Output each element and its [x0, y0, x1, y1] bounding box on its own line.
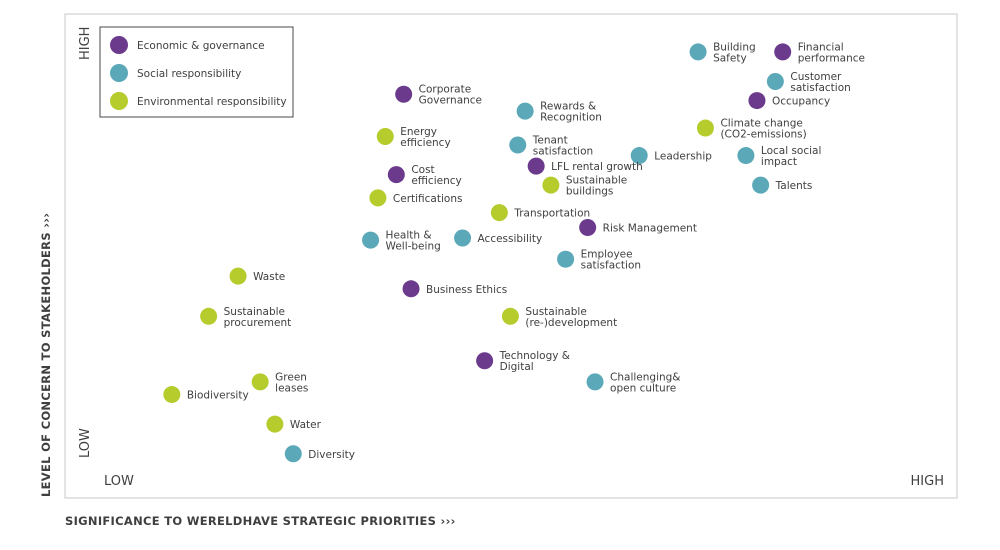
data-point-marker — [696, 119, 714, 137]
data-point-label: Accessibility — [478, 233, 543, 245]
data-point-label: Tenant satisfaction — [532, 134, 593, 157]
legend-label-econ: Economic & governance — [137, 40, 265, 52]
legend: Economic & governance Social responsibili… — [99, 26, 294, 118]
data-point-marker — [454, 229, 472, 247]
data-point-marker — [527, 157, 545, 175]
data-point-marker — [752, 176, 770, 194]
data-point-marker — [369, 189, 387, 207]
data-point-label: Local social impact — [761, 145, 822, 168]
data-point-marker — [362, 231, 380, 249]
data-point-marker — [630, 147, 648, 165]
data-point-label: Customer satisfaction — [790, 71, 850, 94]
data-point-label: Sustainable buildings — [566, 175, 627, 198]
data-point-marker — [395, 85, 413, 103]
data-point-marker — [251, 373, 269, 391]
data-point-marker — [766, 73, 784, 91]
data-point-label: Risk Management — [603, 222, 697, 234]
data-point-label: Challenging& open culture — [610, 371, 680, 394]
x-low-label: LOW — [104, 474, 134, 489]
data-point-label: Rewards & Recognition — [540, 101, 602, 124]
data-point-marker — [476, 352, 494, 370]
data-point-marker — [748, 92, 766, 110]
data-point-label: Talents — [775, 180, 813, 192]
data-point-label: Building Safety — [713, 41, 756, 64]
legend-box — [99, 26, 294, 118]
data-point-marker — [501, 307, 519, 325]
legend-marker-social — [110, 64, 128, 82]
data-point-marker — [689, 43, 707, 61]
data-point-label: Energy efficiency — [400, 126, 450, 149]
data-point-label: Certifications — [393, 193, 463, 205]
data-point-label: LFL rental growth — [551, 161, 643, 173]
data-point-label: Employee satisfaction — [581, 249, 641, 272]
plot-frame — [64, 13, 958, 499]
y-low-label: LOW — [78, 428, 93, 458]
data-point-label: Waste — [253, 271, 285, 283]
data-point-label: Climate change (CO2-emissions) — [720, 118, 806, 141]
data-point-label: Financial performance — [798, 41, 865, 64]
data-point-marker — [229, 267, 247, 285]
data-point-marker — [376, 128, 394, 146]
legend-label-social: Social responsibility — [137, 68, 241, 80]
data-point-label: Sustainable (re-)development — [525, 306, 617, 329]
data-point-label: Sustainable procurement — [224, 306, 292, 329]
data-point-label: Health & Well-being — [386, 230, 441, 253]
data-point-marker — [266, 415, 284, 433]
data-point-marker — [737, 147, 755, 165]
data-point-marker — [387, 166, 405, 184]
data-point-marker — [402, 280, 420, 298]
data-point-label: Green leases — [275, 371, 308, 394]
data-point-marker — [586, 373, 604, 391]
data-point-label: Business Ethics — [426, 284, 507, 296]
x-axis-title: SIGNIFICANCE TO WERELDHAVE STRATEGIC PRI… — [65, 514, 456, 528]
y-high-label: HIGH — [78, 27, 93, 60]
legend-marker-env — [110, 92, 128, 110]
data-point-marker — [516, 102, 534, 120]
data-point-marker — [579, 218, 597, 236]
data-point-marker — [284, 445, 302, 463]
data-point-label: Technology & Digital — [499, 350, 570, 373]
data-point-marker — [490, 204, 508, 222]
y-axis-title: LEVEL OF CONCERN TO STAKEHOLDERS ››› — [39, 213, 53, 497]
data-points: Building Safety Financial performance Custom… — [163, 41, 865, 463]
data-point-marker — [163, 386, 181, 404]
data-point-marker — [557, 250, 575, 268]
data-point-label: Transportation — [513, 208, 590, 220]
legend-label-env: Environmental responsibility — [137, 96, 287, 108]
data-point-label: Cost efficiency — [411, 164, 461, 187]
data-point-label: Water — [290, 419, 322, 431]
x-high-label: HIGH — [911, 474, 944, 489]
data-point-marker — [200, 307, 218, 325]
data-point-label: Diversity — [308, 449, 355, 461]
data-point-marker — [774, 43, 792, 61]
data-point-label: Biodiversity — [187, 390, 249, 402]
data-point-label: Corporate Governance — [419, 84, 482, 107]
data-point-marker — [509, 136, 527, 154]
data-point-label: Occupancy — [772, 96, 830, 108]
data-point-label: Leadership — [654, 151, 712, 163]
legend-marker-econ — [110, 36, 128, 54]
data-point-marker — [542, 176, 560, 194]
